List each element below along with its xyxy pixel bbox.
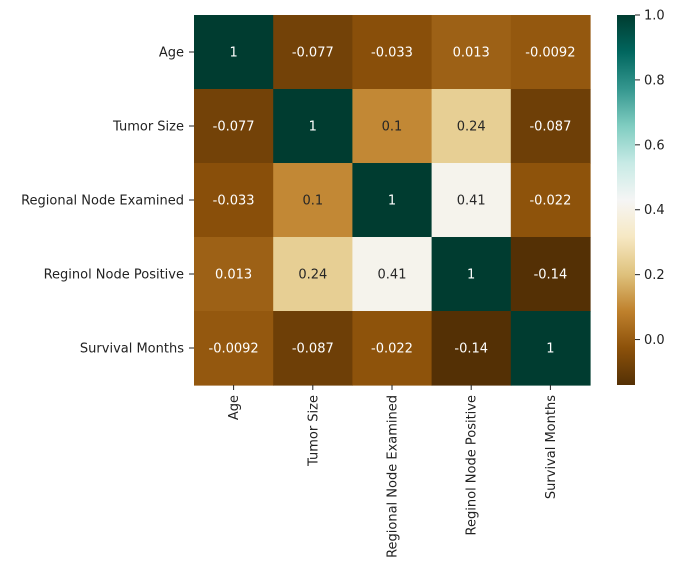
y-tick-label: Tumor Size	[112, 120, 184, 135]
heatmap-cell	[194, 89, 274, 164]
cell-annotation: 0.1	[302, 194, 323, 209]
heatmap-cell	[352, 15, 433, 90]
heatmap-cell	[431, 311, 512, 386]
cell-annotation: 1	[309, 120, 317, 135]
cell-annotation: 1	[546, 342, 554, 357]
x-tick-label: Tumor Size	[306, 395, 321, 467]
colorbar-tick-label: 0.8	[644, 73, 665, 88]
cell-annotation: -0.0092	[209, 342, 259, 357]
heatmap-cells	[194, 15, 591, 386]
heatmap-cell	[431, 15, 512, 90]
cell-annotation: 0.41	[457, 194, 486, 209]
heatmap-cell	[273, 89, 353, 164]
cell-annotation: -0.14	[534, 268, 568, 283]
heatmap-cell	[352, 237, 433, 312]
cell-annotation: -0.033	[371, 46, 413, 61]
y-tick-label: Regional Node Examined	[21, 194, 184, 209]
cell-annotation: -0.14	[454, 342, 488, 357]
heatmap-cell	[273, 15, 353, 90]
colorbar-tick-label: 0.0	[644, 333, 665, 348]
cell-annotation: 0.24	[298, 268, 327, 283]
y-tick-label: Survival Months	[80, 342, 184, 357]
cell-annotation: 0.1	[382, 120, 403, 135]
colorbar-tick-label: 0.6	[644, 138, 665, 153]
x-axis-ticks: Age Tumor Size Regional Node Examined Regin…	[227, 385, 559, 558]
colorbar-tick-label: 0.2	[644, 268, 665, 283]
heatmap-cell	[431, 237, 512, 312]
colorbar-gradient	[617, 15, 635, 385]
heatmap-cell	[431, 89, 512, 164]
colorbar-tick-label: 1.0	[644, 9, 665, 24]
heatmap-cell	[273, 163, 353, 238]
heatmap-cell	[510, 163, 591, 238]
heatmap-cell	[510, 311, 591, 386]
cell-annotation: -0.087	[529, 120, 571, 135]
heatmap-cell	[352, 89, 433, 164]
cell-annotation: 0.013	[453, 46, 490, 61]
x-tick-label: Survival Months	[544, 395, 559, 499]
heatmap-cell	[194, 163, 274, 238]
cell-annotation: -0.0092	[525, 46, 575, 61]
cell-annotation: -0.022	[529, 194, 571, 209]
y-tick-label: Age	[159, 46, 184, 61]
heatmap-cell	[352, 163, 433, 238]
heatmap-cell	[510, 237, 591, 312]
cell-annotation: 1	[229, 46, 237, 61]
heatmap-cell	[194, 311, 274, 386]
heatmap-cell	[194, 15, 274, 90]
cell-annotation: -0.022	[371, 342, 413, 357]
heatmap-cell	[510, 15, 591, 90]
x-tick-label: Age	[227, 395, 242, 420]
cell-annotation: 1	[388, 194, 396, 209]
x-tick-label: Regional Node Examined	[386, 395, 401, 558]
cell-annotation: -0.087	[292, 342, 334, 357]
cell-annotation: -0.033	[213, 194, 255, 209]
colorbar: 0.0 0.2 0.4 0.6 0.8 1.0	[617, 9, 665, 385]
x-tick-label: Reginol Node Positive	[465, 395, 480, 535]
cell-annotation: 1	[467, 268, 475, 283]
y-axis-ticks: Age Tumor Size Regional Node Examined Regin…	[21, 46, 194, 357]
heatmap-annotations: 1 -0.077 -0.033 0.013 -0.0092 -0.077 1 0.1 0.24 -…	[209, 46, 576, 357]
cell-annotation: -0.077	[292, 46, 334, 61]
cell-annotation: 0.013	[215, 268, 252, 283]
heatmap-cell	[352, 311, 433, 386]
heatmap-cell	[273, 237, 353, 312]
heatmap-cell	[510, 89, 591, 164]
cell-annotation: -0.077	[213, 120, 255, 135]
cell-annotation: 0.41	[378, 268, 407, 283]
heatmap-cell	[194, 237, 274, 312]
y-tick-label: Reginol Node Positive	[44, 268, 184, 283]
cell-annotation: 0.24	[457, 120, 486, 135]
heatmap-cell	[431, 163, 512, 238]
colorbar-tick-label: 0.4	[644, 203, 665, 218]
heatmap-cell	[273, 311, 353, 386]
